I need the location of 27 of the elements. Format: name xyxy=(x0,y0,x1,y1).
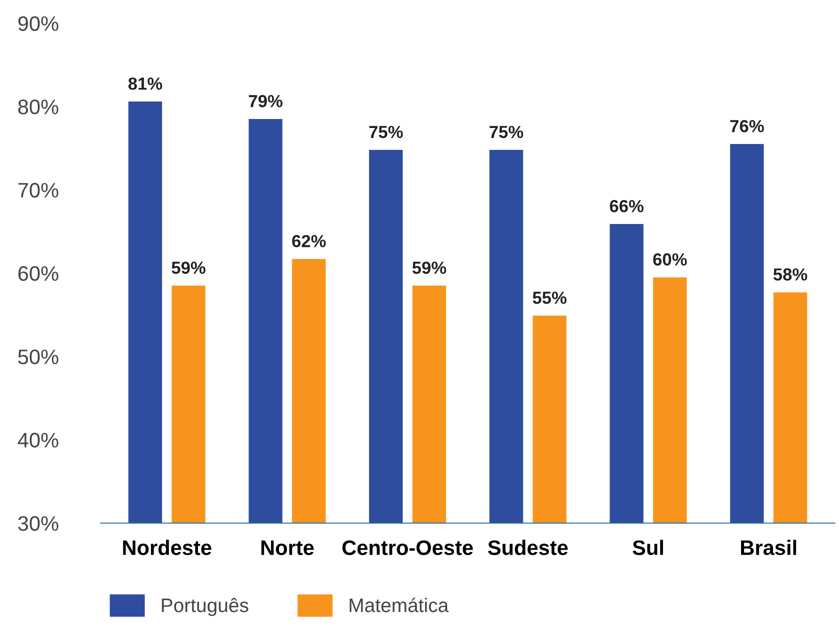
data-label: 75% xyxy=(490,126,524,138)
x-tick-label: Sul xyxy=(632,540,663,556)
data-label: 59% xyxy=(412,262,446,274)
y-tick-label: 70% xyxy=(18,182,58,198)
x-tick-label: Norte xyxy=(261,540,314,556)
legend-label: Português xyxy=(162,598,248,616)
data-label: 59% xyxy=(172,262,206,274)
y-tick-label: 50% xyxy=(18,349,58,364)
y-tick-label: 40% xyxy=(18,432,58,448)
y-tick-label: 60% xyxy=(18,266,58,281)
data-label: 66% xyxy=(610,200,644,212)
data-label: 76% xyxy=(730,120,764,132)
data-label: 55% xyxy=(532,292,566,304)
x-tick-label: Centro-Oeste xyxy=(342,540,473,556)
data-label: 79% xyxy=(248,94,282,108)
y-tick-label: 30% xyxy=(18,516,58,531)
x-tick-label: Brasil xyxy=(741,540,796,556)
data-label: 75% xyxy=(369,126,403,138)
legend-label: Matemática xyxy=(350,598,449,612)
data-label: 58% xyxy=(773,268,808,281)
x-tick-label: Sudeste xyxy=(488,540,568,556)
y-tick-label: 80% xyxy=(18,100,58,114)
data-label: 81% xyxy=(128,77,162,90)
data-label: 62% xyxy=(292,234,326,248)
y-tick-label: 90% xyxy=(18,16,58,31)
data-label: 60% xyxy=(653,253,687,266)
x-tick-label: Nordeste xyxy=(123,540,212,556)
